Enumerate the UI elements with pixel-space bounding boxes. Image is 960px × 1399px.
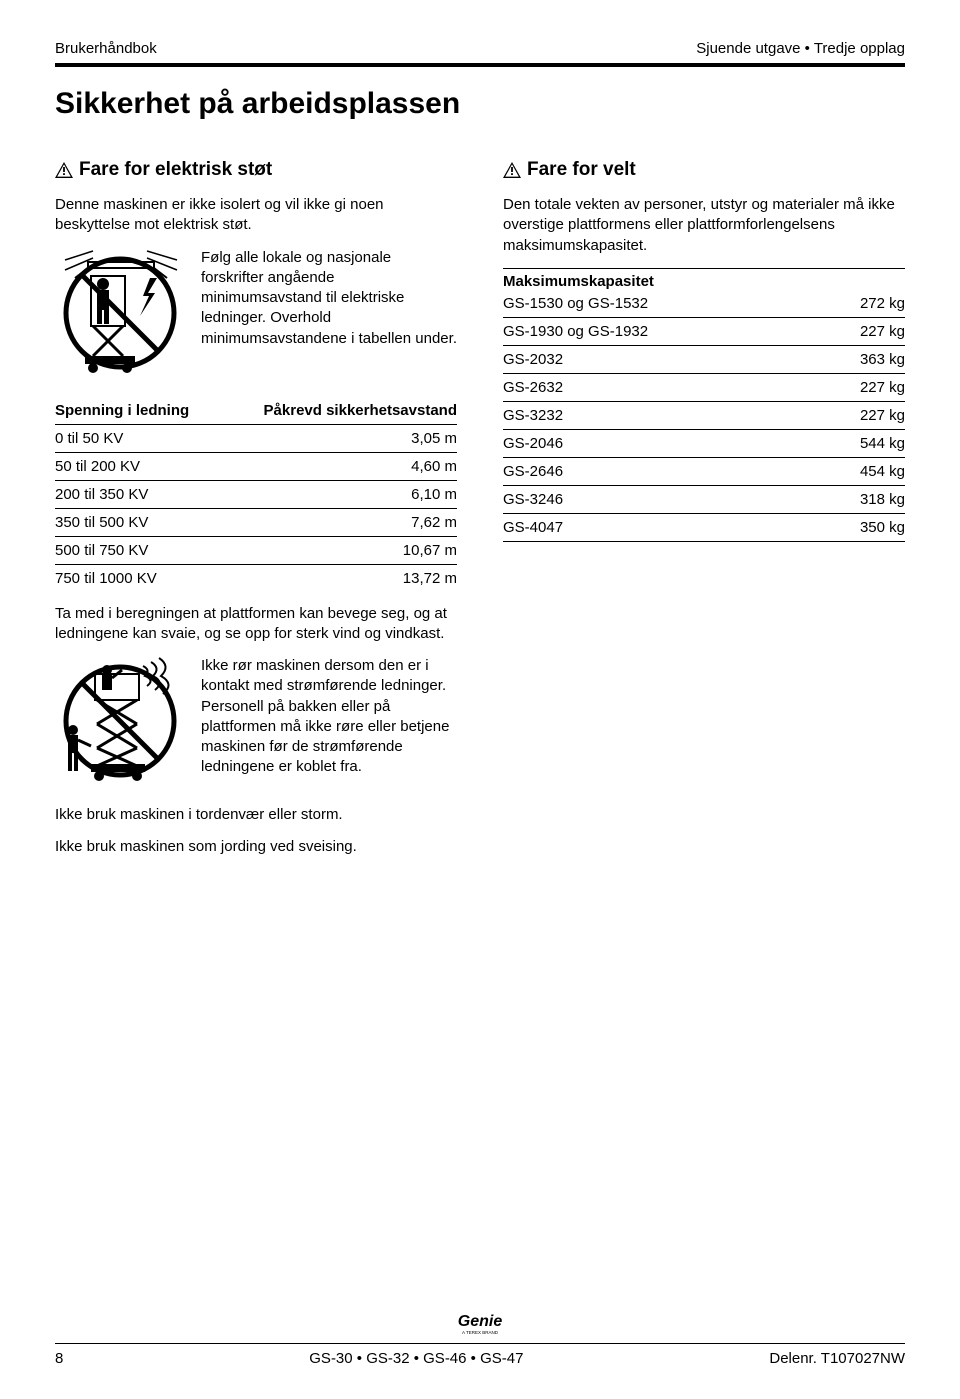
header-right: Sjuende utgave • Tredje opplag — [696, 40, 905, 57]
voltage-distance-table: Spenning i ledning Påkrevd sikkerhetsavs… — [55, 397, 457, 592]
table-row: 350 til 500 KV7,62 m — [55, 508, 457, 536]
table-row: 0 til 50 KV3,05 m — [55, 424, 457, 452]
table-col1-header: Spenning i ledning — [55, 397, 220, 425]
page-title: Sikkerhet på arbeidsplassen — [55, 87, 905, 121]
left-after-table: Ta med i beregningen at plattformen kan … — [55, 604, 457, 645]
table-col2-header: Påkrevd sikkerhetsavstand — [220, 397, 457, 425]
footer-part-number: Delenr. T107027NW — [769, 1350, 905, 1367]
table-row: GS-2032363 kg — [503, 345, 905, 373]
table-row: GS-3246318 kg — [503, 485, 905, 513]
svg-text:Genie: Genie — [458, 1313, 503, 1330]
capacity-heading: Maksimumskapasitet — [503, 268, 905, 290]
prohibit-touch-lift-icon — [55, 656, 185, 791]
page-footer: Genie A TEREX BRAND 8 GS-30 • GS-32 • GS… — [55, 1310, 905, 1367]
table-row: 50 til 200 KV4,60 m — [55, 452, 457, 480]
table-row: GS-2046544 kg — [503, 429, 905, 457]
table-row: GS-2646454 kg — [503, 457, 905, 485]
left-para4: Ikke bruk maskinen som jording ved sveis… — [55, 837, 457, 857]
footer-rule — [55, 1343, 905, 1344]
capacity-table: GS-1530 og GS-1532272 kg GS-1930 og GS-1… — [503, 290, 905, 542]
table-row: 500 til 750 KV10,67 m — [55, 536, 457, 564]
header-rule — [55, 63, 905, 67]
footer-models: GS-30 • GS-32 • GS-46 • GS-47 — [309, 1350, 523, 1367]
right-column: Fare for velt Den totale vekten av perso… — [503, 159, 905, 870]
header-left: Brukerhåndbok — [55, 40, 157, 57]
table-row: GS-3232227 kg — [503, 401, 905, 429]
right-intro: Den totale vekten av personer, utstyr og… — [503, 195, 905, 256]
left-icon-text-2: Ikke rør maskinen dersom den er i kontak… — [201, 656, 457, 778]
right-heading: Fare for velt — [527, 159, 636, 181]
left-para3: Ikke bruk maskinen i tordenvær eller sto… — [55, 805, 457, 825]
left-intro: Denne maskinen er ikke isolert og vil ik… — [55, 195, 457, 236]
left-column: Fare for elektrisk støt Denne maskinen e… — [55, 159, 457, 870]
left-heading: Fare for elektrisk støt — [79, 159, 272, 181]
table-row: 200 til 350 KV6,10 m — [55, 480, 457, 508]
svg-text:A TEREX BRAND: A TEREX BRAND — [462, 1330, 499, 1335]
table-row: GS-4047350 kg — [503, 513, 905, 541]
left-icon-text-1: Følg alle lokale og nasjonale forskrifte… — [201, 248, 457, 349]
table-row: GS-1930 og GS-1932227 kg — [503, 317, 905, 345]
footer-logo: Genie A TEREX BRAND — [55, 1310, 905, 1341]
prohibit-lift-powerline-icon — [55, 248, 185, 383]
warning-icon — [55, 162, 73, 178]
table-row: GS-1530 og GS-1532272 kg — [503, 290, 905, 318]
warning-icon — [503, 162, 521, 178]
table-row: 750 til 1000 KV13,72 m — [55, 564, 457, 592]
footer-page-number: 8 — [55, 1350, 63, 1367]
table-row: GS-2632227 kg — [503, 373, 905, 401]
